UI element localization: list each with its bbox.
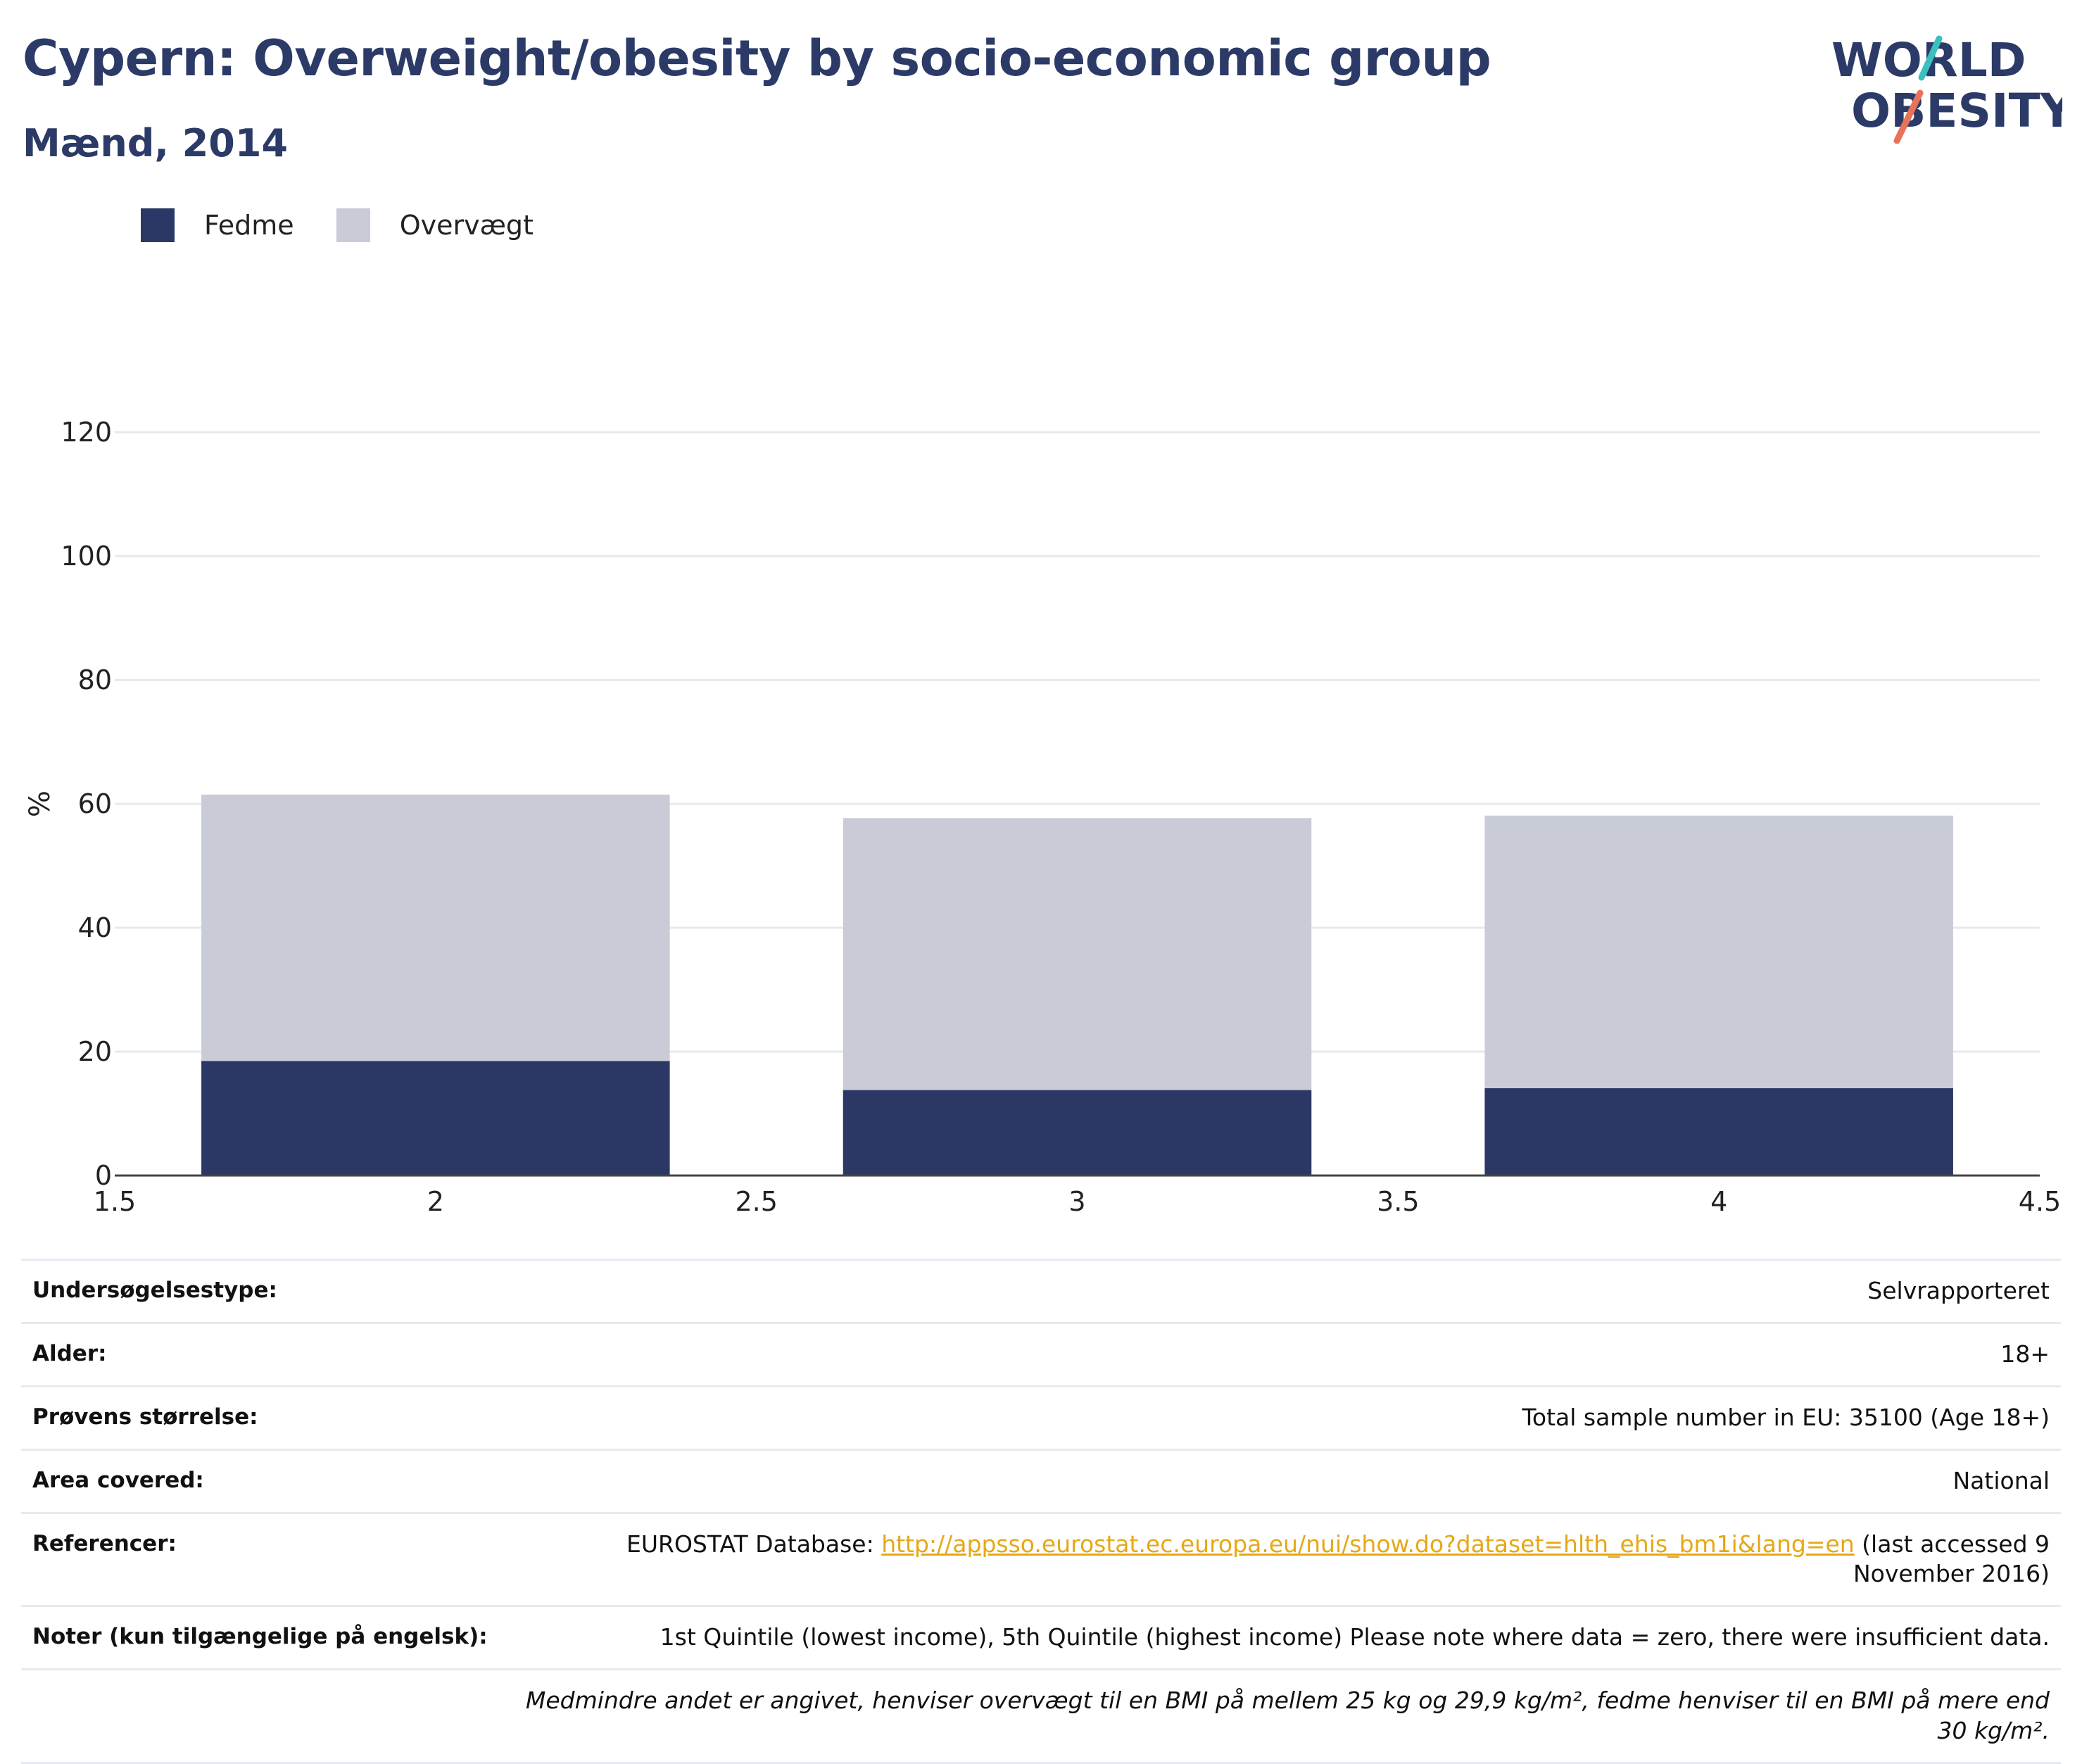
bar-fedme	[843, 1090, 1312, 1176]
legend-item-fedme[interactable]: Fedme	[141, 208, 294, 242]
bar-fedme	[201, 1061, 670, 1176]
x-tick-label: 4	[1710, 1186, 1727, 1217]
chart-title: Cypern: Overweight/obesity by socio-econ…	[23, 30, 1491, 87]
logo-slash-bottom	[1893, 89, 1924, 144]
info-row-survey-type: Undersøgelsestype: Selvrapporteret	[21, 1259, 2061, 1323]
info-row-notes: Noter (kun tilgængelige på engelsk): 1st…	[21, 1606, 2061, 1670]
world-obesity-logo: WORLD OBESITY	[1831, 33, 2062, 144]
y-tick-label: 60	[78, 788, 112, 819]
x-tick-label: 2.5	[735, 1186, 777, 1217]
info-row-references: Referencer: EUROSTAT Database: http://ap…	[21, 1513, 2061, 1606]
y-tick-label: 120	[61, 417, 112, 448]
info-value: EUROSTAT Database: http://appsso.eurosta…	[499, 1513, 2061, 1606]
y-tick-label: 20	[78, 1036, 112, 1067]
bar-chart: 0 20 40 60 80 100 120 1.5 2 2.5 3 3.5 4 4.5%	[24, 417, 2061, 1217]
info-value: Total sample number in EU: 35100 (Age 18…	[1522, 1403, 2050, 1431]
info-row-footnote: Medmindre andet er angivet, henviser ove…	[21, 1669, 2061, 1763]
info-value: 18+	[2000, 1340, 2050, 1368]
y-tick-label: 0	[95, 1160, 112, 1191]
info-key: Referencer:	[32, 1530, 177, 1556]
y-tick-label: 100	[61, 541, 112, 572]
reference-suffix: (last accessed 9 November 2016)	[1853, 1530, 2050, 1588]
chart-subtitle: Mænd, 2014	[23, 121, 289, 165]
info-value: Selvrapporteret	[1867, 1277, 2050, 1304]
info-row-age: Alder: 18+	[21, 1323, 2061, 1386]
reference-prefix: EUROSTAT Database:	[626, 1530, 882, 1558]
legend-item-overvaegt[interactable]: Overvægt	[336, 208, 534, 242]
info-key: Area covered:	[32, 1467, 204, 1493]
x-tick-label: 4.5	[2019, 1186, 2061, 1217]
info-key: Alder:	[32, 1340, 107, 1366]
info-table: Undersøgelsestype: Selvrapporteret Alder…	[21, 1259, 2061, 1764]
logo-slash-top	[1918, 35, 1943, 81]
bar-overv-gt	[201, 794, 670, 1061]
legend-label-overvaegt: Overvægt	[399, 210, 534, 241]
footnote: Medmindre andet er angivet, henviser ove…	[525, 1687, 2050, 1745]
info-value: 1st Quintile (lowest income), 5th Quinti…	[660, 1623, 2050, 1651]
bar-overv-gt	[843, 818, 1312, 1090]
reference-link[interactable]: http://appsso.eurostat.ec.europa.eu/nui/…	[881, 1530, 1855, 1558]
y-tick-label: 80	[78, 664, 112, 695]
bar-fedme	[1484, 1088, 1953, 1176]
legend-swatch-fedme	[141, 208, 175, 242]
x-tick-label: 3.5	[1377, 1186, 1419, 1217]
logo-line2: OBESITY	[1851, 84, 2062, 138]
footnote-key-empty	[21, 1670, 499, 1763]
chart-legend: Fedme Overvægt	[141, 208, 576, 242]
y-tick-label: 40	[78, 912, 112, 943]
legend-swatch-overvaegt	[336, 208, 370, 242]
x-tick-label: 2	[427, 1186, 444, 1217]
x-tick-label: 1.5	[94, 1186, 136, 1217]
info-key: Noter (kun tilgængelige på engelsk):	[32, 1624, 488, 1650]
y-axis-label: %	[24, 790, 56, 817]
legend-label-fedme: Fedme	[204, 210, 294, 241]
info-row-area: Area covered: National	[21, 1449, 2061, 1513]
info-key: Prøvens størrelse:	[32, 1404, 258, 1430]
bar-overv-gt	[1484, 815, 1953, 1088]
x-tick-label: 3	[1068, 1186, 1085, 1217]
info-key: Undersøgelsestype:	[32, 1278, 277, 1303]
info-row-sample-size: Prøvens størrelse: Total sample number i…	[21, 1386, 2061, 1449]
info-value: National	[1952, 1466, 2050, 1494]
